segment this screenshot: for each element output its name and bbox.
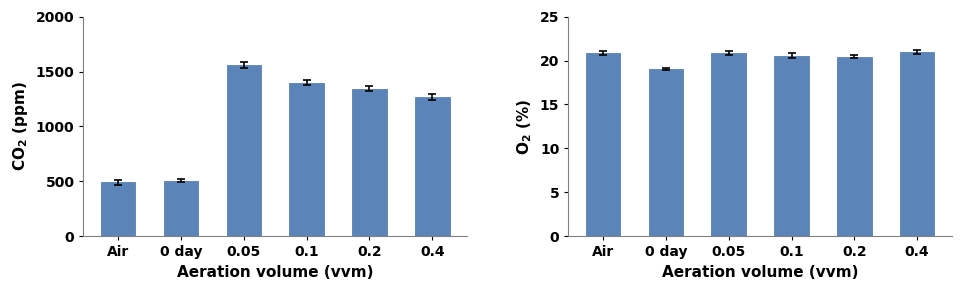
X-axis label: Aeration volume (vvm): Aeration volume (vvm) <box>177 265 374 280</box>
Bar <box>289 83 324 236</box>
Bar <box>899 52 934 236</box>
Bar <box>415 97 450 236</box>
Bar <box>352 88 387 236</box>
X-axis label: Aeration volume (vvm): Aeration volume (vvm) <box>662 265 858 280</box>
Bar <box>226 65 261 236</box>
Y-axis label: CO$_2$ (ppm): CO$_2$ (ppm) <box>12 81 30 171</box>
Bar <box>712 53 746 236</box>
Bar <box>649 69 683 236</box>
Bar <box>837 56 872 236</box>
Y-axis label: O$_2$ (%): O$_2$ (%) <box>515 98 534 155</box>
Bar <box>774 56 809 236</box>
Bar <box>164 181 198 236</box>
Bar <box>586 53 620 236</box>
Bar <box>101 182 136 236</box>
